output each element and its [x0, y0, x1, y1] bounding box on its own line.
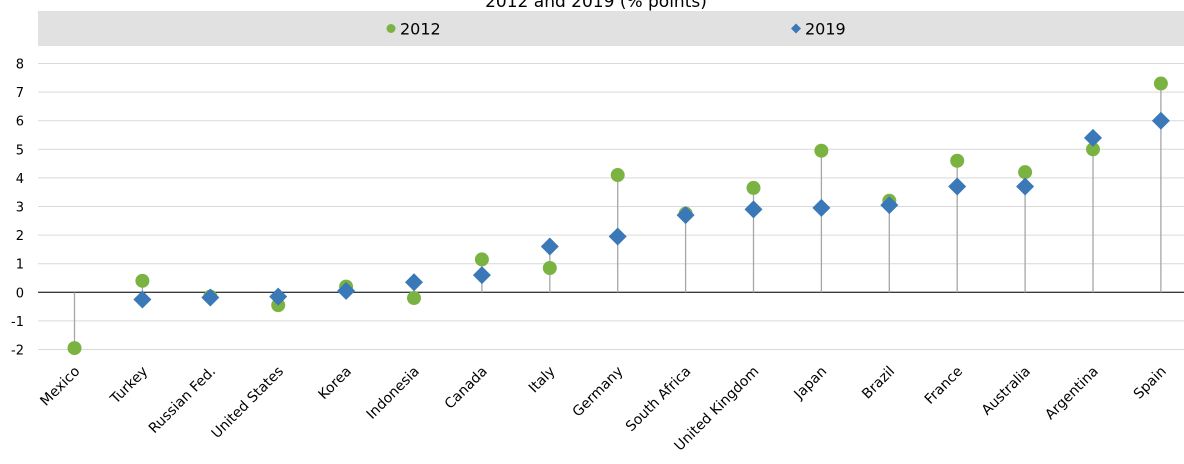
- x-tick-label: Brazil: [859, 364, 898, 403]
- point-2019: [608, 227, 627, 246]
- x-tick-label: France: [922, 364, 966, 408]
- point-2019: [948, 177, 967, 196]
- y-tick-label: 6: [16, 115, 24, 130]
- point-2012: [1153, 76, 1168, 91]
- x-tick-label: Turkey: [107, 364, 151, 408]
- y-tick-label: 7: [16, 86, 24, 101]
- point-2012: [610, 168, 625, 183]
- y-tick-label: 2: [16, 229, 24, 244]
- y-tick-label: 8: [16, 58, 24, 73]
- legend-marker-2019: [791, 23, 801, 34]
- point-2019: [337, 281, 356, 300]
- y-tick-label: 4: [16, 172, 24, 187]
- x-tick-label: Russian Fed.: [146, 364, 219, 437]
- x-tick-label: Mexico: [37, 364, 83, 410]
- x-tick-label: Australia: [979, 364, 1034, 419]
- point-2019: [812, 198, 831, 217]
- point-2019: [1016, 177, 1035, 196]
- y-tick-label: -2: [11, 344, 24, 359]
- legend-band: [38, 11, 1184, 46]
- point-2019: [1151, 111, 1170, 130]
- point-2019: [540, 237, 559, 256]
- x-tick-label: Spain: [1131, 364, 1170, 403]
- point-2012: [67, 341, 82, 356]
- x-tick-label: Korea: [316, 364, 355, 403]
- point-2019: [676, 206, 695, 225]
- x-tick-label: United States: [209, 364, 287, 442]
- y-tick-label: 5: [16, 143, 24, 158]
- point-2012: [1086, 142, 1100, 157]
- x-tick-label: Canada: [442, 364, 491, 413]
- x-tick-label: Japan: [791, 364, 831, 404]
- point-2019: [405, 273, 423, 292]
- y-axis: -2 -1 0 1 2 3 4 5 6 7 8: [11, 58, 24, 359]
- x-tick-label: Indonesia: [364, 364, 423, 423]
- point-2012: [814, 143, 829, 158]
- point-2019: [744, 200, 763, 219]
- legend-marker-2012: [386, 24, 396, 33]
- point-2012: [474, 252, 489, 267]
- x-tick-label: Argentina: [1042, 364, 1102, 424]
- y-tick-label: 0: [16, 286, 24, 301]
- point-2012: [950, 153, 965, 168]
- point-2019: [472, 266, 491, 285]
- chart-title: 2012 and 2019 (% points): [485, 0, 707, 12]
- x-tick-label: South Africa: [623, 364, 694, 435]
- point-2019: [201, 288, 220, 307]
- point-2012: [135, 273, 150, 288]
- point-2019: [133, 290, 152, 309]
- y-tick-label: 3: [16, 201, 24, 216]
- point-2019: [269, 287, 288, 306]
- y-tick-label: -1: [11, 315, 24, 330]
- y-tick-label: 1: [16, 258, 24, 273]
- grid: [38, 63, 1184, 350]
- x-tick-label: Italy: [526, 364, 559, 397]
- point-2012: [1018, 165, 1033, 180]
- legend: 2012 2019: [386, 20, 846, 39]
- point-2012: [746, 180, 761, 195]
- marks: [67, 76, 1170, 356]
- point-2019: [1084, 128, 1102, 147]
- x-tick-label: Germany: [570, 364, 627, 421]
- point-2012: [542, 260, 557, 275]
- point-2019: [880, 196, 899, 215]
- legend-label: 2019: [805, 20, 846, 39]
- connectors: [73, 83, 1162, 349]
- legend-label: 2012: [400, 20, 441, 39]
- point-2012: [407, 291, 421, 306]
